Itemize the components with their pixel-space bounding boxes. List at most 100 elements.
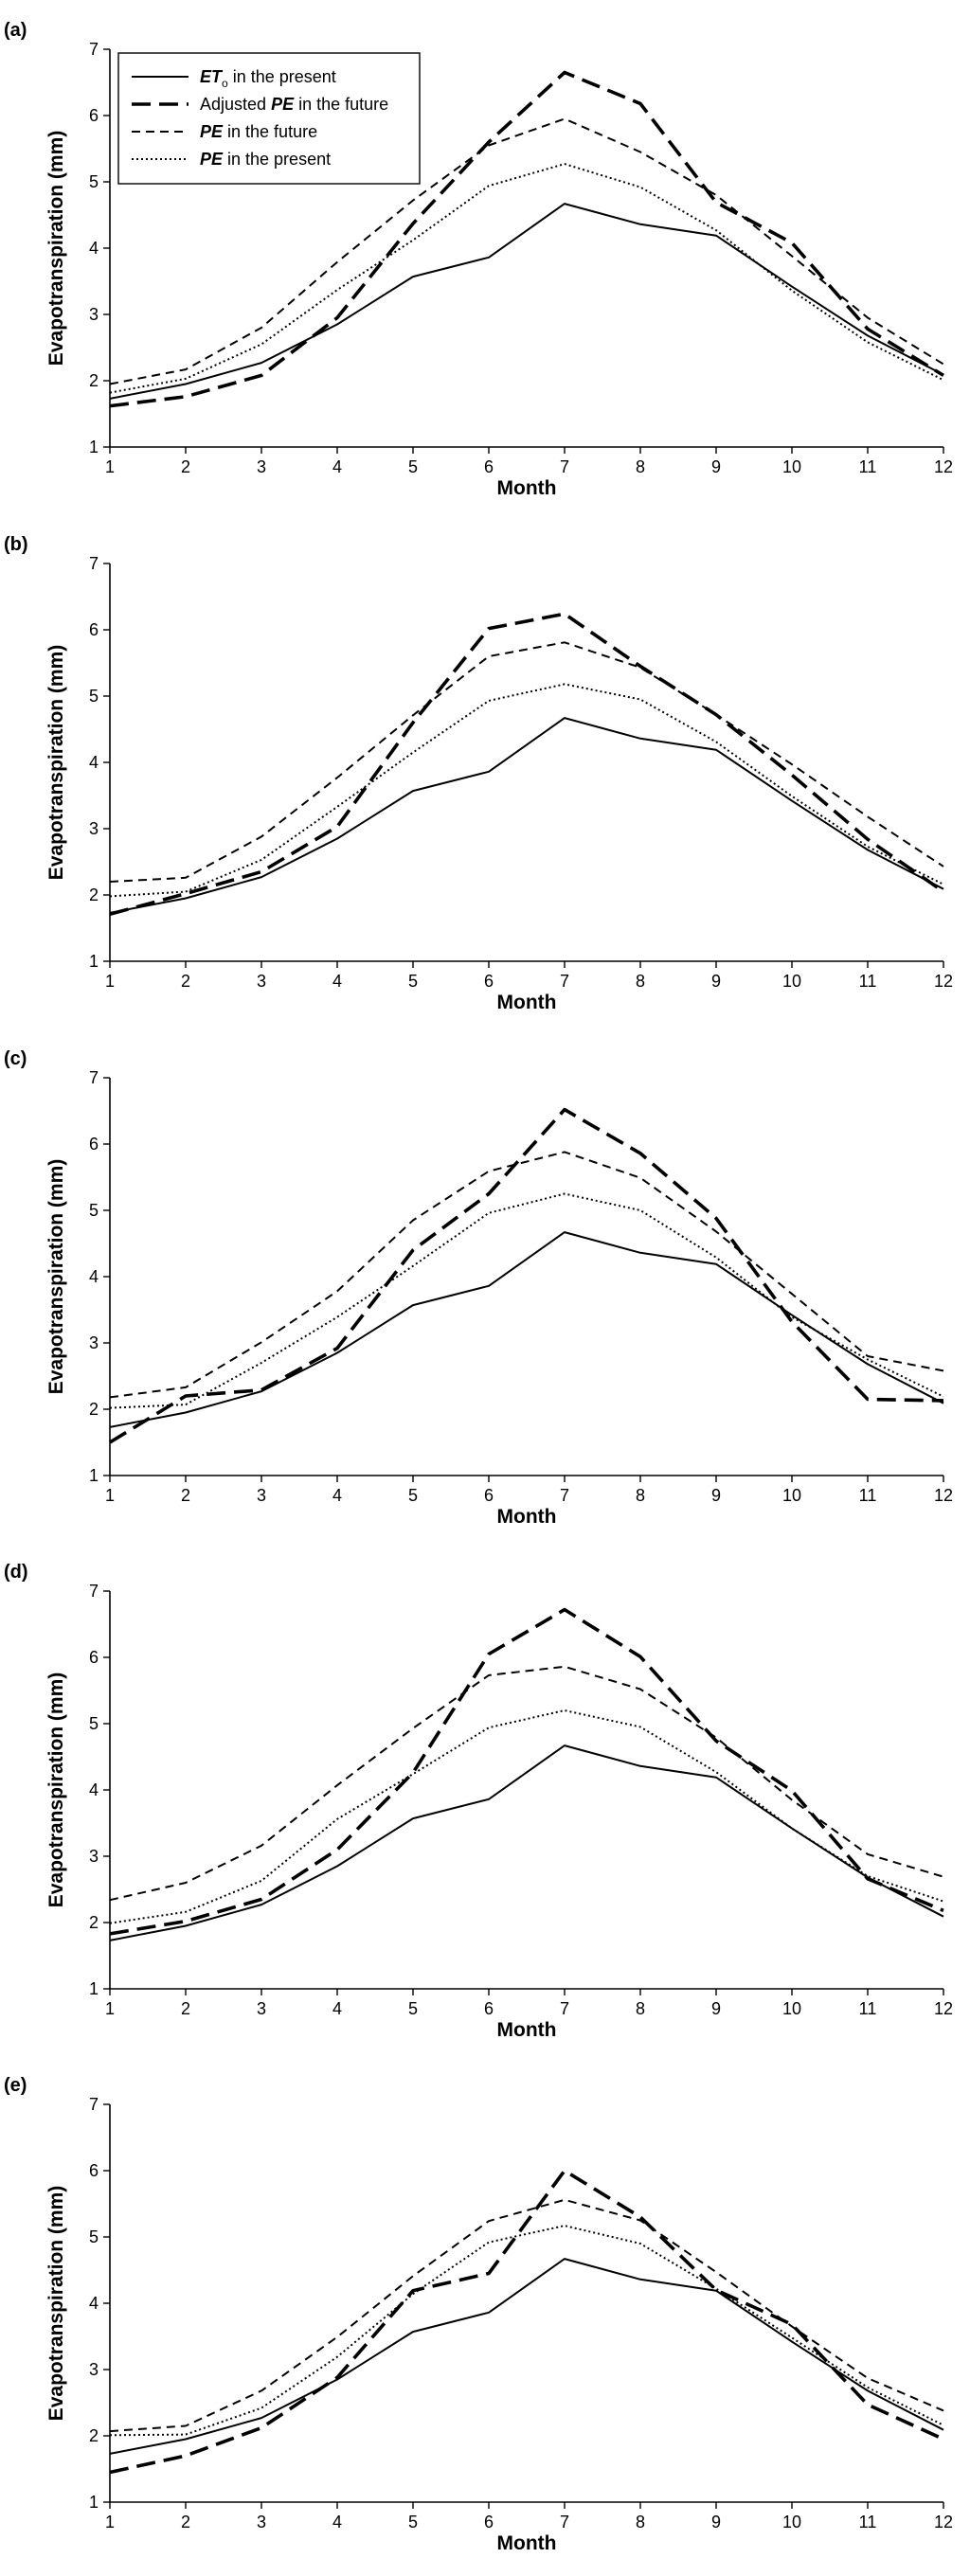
series-line-pe-present [109, 1709, 944, 1924]
legend-label: PE in the present [200, 150, 331, 169]
y-tick-label: 6 [89, 2161, 99, 2180]
y-tick-label: 3 [89, 1333, 99, 1352]
legend-label-rest: in the present [228, 67, 336, 86]
panel-label: (d) [4, 1562, 28, 1583]
x-tick-label: 3 [257, 972, 266, 991]
x-tick-label: 9 [711, 2513, 721, 2531]
y-tick-label: 5 [89, 687, 99, 706]
x-tick-label: 6 [484, 972, 494, 991]
x-tick-label: 11 [859, 1999, 877, 2018]
legend-label-variable: PE [200, 122, 224, 141]
x-axis-title: Month [497, 2019, 557, 2041]
y-tick-label: 3 [89, 305, 99, 324]
series-line-adjusted-pe-future [109, 2169, 944, 2475]
y-tick-label: 1 [89, 952, 99, 971]
x-tick-label: 1 [105, 972, 115, 991]
x-tick-label: 5 [408, 1486, 418, 1505]
x-tick-label: 9 [711, 1486, 721, 1505]
legend-label: ETo in the present [200, 67, 336, 90]
series-line-eto-present [109, 1231, 944, 1428]
series-line-pe-future [109, 2198, 944, 2433]
x-tick-label: 12 [934, 457, 953, 476]
y-tick-label: 1 [89, 1466, 99, 1485]
legend: ETo in the present Adjusted PE in the fut… [117, 52, 421, 185]
x-tick-label: 12 [934, 972, 953, 991]
series-line-pe-future [109, 641, 944, 883]
y-axis-title: Evapotranspiration (mm) [45, 1159, 67, 1395]
x-tick-label: 6 [484, 1486, 494, 1505]
x-tick-label: 9 [711, 972, 721, 991]
y-tick-label: 5 [89, 1714, 99, 1733]
y-tick-label: 2 [89, 1913, 99, 1932]
x-tick-label: 8 [636, 457, 645, 476]
y-tick-label: 4 [89, 1780, 99, 1799]
series-line-eto-present [109, 1744, 944, 1941]
x-tick-label: 9 [711, 1999, 721, 2018]
y-tick-label: 1 [89, 2493, 99, 2512]
x-tick-label: 2 [181, 1999, 190, 2018]
x-tick-label: 3 [257, 1486, 266, 1505]
legend-label-rest: in the future [294, 95, 388, 114]
x-tick-label: 10 [782, 1486, 801, 1505]
y-tick-label: 3 [89, 819, 99, 838]
panel-label: (b) [4, 534, 28, 555]
series-line-pe-present [109, 2225, 944, 2437]
x-tick-label: 10 [782, 2513, 801, 2531]
x-tick-label: 12 [934, 1486, 953, 1505]
series-line-adjusted-pe-future [109, 1107, 944, 1444]
x-tick-label: 7 [560, 2513, 569, 2531]
series-line-pe-future [109, 1665, 944, 1902]
series-line-pe-future [109, 117, 944, 385]
panel-label: (e) [4, 2075, 27, 2096]
series-line-pe-present [109, 683, 944, 898]
legend-label-variable: PE [200, 150, 224, 169]
x-tick-label: 1 [105, 2513, 115, 2531]
x-axis-title: Month [497, 2532, 557, 2554]
y-axis-title: Evapotranspiration (mm) [45, 2186, 67, 2422]
x-tick-label: 10 [782, 1999, 801, 2018]
x-tick-label: 12 [934, 1999, 953, 2018]
x-tick-label: 8 [636, 2513, 645, 2531]
legend-label-variable: ET [200, 67, 224, 86]
y-tick-label: 4 [89, 753, 99, 772]
series-line-pe-future [109, 1151, 944, 1399]
y-tick-label: 1 [89, 438, 99, 456]
legend-label-rest: in the present [223, 150, 331, 169]
series-line-eto-present [109, 203, 944, 400]
y-tick-label: 7 [89, 40, 99, 59]
legend-label: Adjusted PE in the future [200, 95, 388, 114]
x-tick-label: 7 [560, 972, 569, 991]
x-tick-label: 4 [332, 972, 342, 991]
x-tick-label: 6 [484, 1999, 494, 2018]
legend-label: PE in the future [200, 122, 317, 141]
x-tick-label: 11 [859, 1486, 877, 1505]
panel-label: (c) [4, 1048, 27, 1069]
legend-label-rest: in the future [223, 122, 317, 141]
x-tick-label: 5 [408, 2513, 418, 2531]
x-tick-label: 10 [782, 972, 801, 991]
x-tick-label: 2 [181, 2513, 190, 2531]
x-tick-label: 6 [484, 457, 494, 476]
y-axis-title: Evapotranspiration (mm) [45, 1673, 67, 1908]
y-tick-label: 3 [89, 1847, 99, 1866]
series-line-adjusted-pe-future [109, 70, 944, 408]
series-line-adjusted-pe-future [109, 1607, 944, 1936]
y-tick-label: 4 [89, 1267, 99, 1286]
x-tick-label: 2 [181, 1486, 190, 1505]
x-tick-label: 4 [332, 1486, 342, 1505]
x-tick-label: 3 [257, 1999, 266, 2018]
x-tick-label: 2 [181, 972, 190, 991]
y-tick-label: 6 [89, 620, 99, 639]
x-tick-label: 12 [934, 2513, 953, 2531]
x-axis-title: Month [497, 992, 557, 1013]
x-tick-label: 11 [859, 457, 877, 476]
x-tick-label: 2 [181, 457, 190, 476]
y-tick-label: 4 [89, 239, 99, 258]
y-tick-label: 2 [89, 2426, 99, 2445]
x-tick-label: 5 [408, 1999, 418, 2018]
series-line-pe-present [109, 1192, 944, 1409]
